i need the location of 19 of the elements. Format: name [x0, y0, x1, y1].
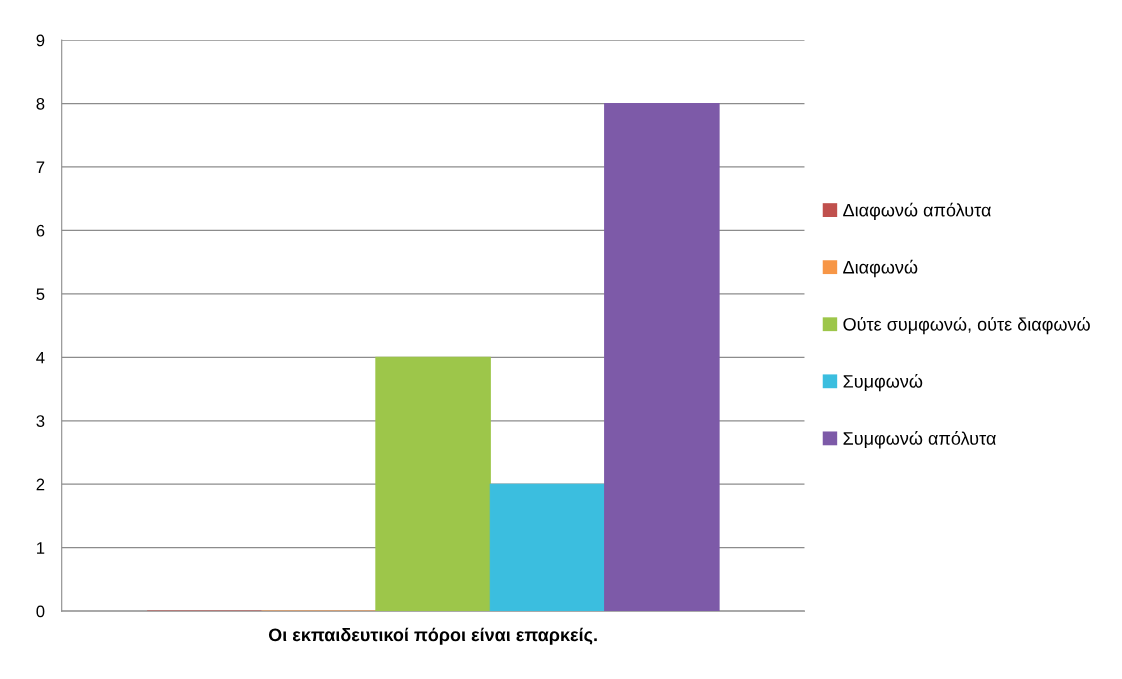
y-tick-label: 4	[36, 351, 45, 364]
bar	[489, 483, 606, 612]
y-tick-label: 0	[36, 605, 45, 618]
bar	[604, 102, 720, 612]
x-tick-label: Οι εκπαιδευτικοί πόροι είναι επαρκείς.	[268, 627, 597, 645]
legend-label: Συμφωνώ	[843, 373, 923, 392]
y-tick-label: 3	[36, 415, 45, 427]
y-tick-label: 6	[36, 224, 45, 237]
y-tick-label: 1	[37, 542, 45, 554]
y-tick-label: 2	[36, 478, 45, 491]
legend-label: Διαφωνώ απόλυτα	[843, 202, 991, 221]
y-tick-label: 9	[36, 34, 45, 47]
legend-label: Ούτε συμφωνώ, ούτε διαφωνώ	[843, 316, 1090, 335]
y-tick-label: 5	[36, 288, 45, 301]
bar	[375, 356, 491, 612]
legend-label: Διαφωνώ	[843, 259, 918, 278]
legend-label: Συμφωνώ απόλυτα	[843, 431, 996, 449]
y-tick-label: 8	[36, 97, 45, 110]
y-tick-label: 7	[36, 161, 45, 173]
